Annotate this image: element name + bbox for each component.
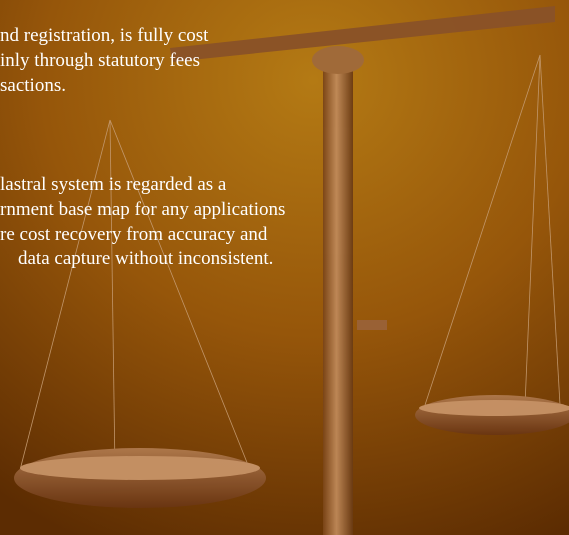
text-line: lastral system is regarded as a bbox=[0, 173, 226, 197]
text-line: data capture without inconsistent. bbox=[18, 247, 273, 271]
text-line: inly through statutory fees bbox=[0, 49, 200, 73]
text-line: re cost recovery from accuracy and bbox=[0, 223, 267, 247]
text-line: sactions. bbox=[0, 74, 66, 98]
text-line: rnment base map for any applications bbox=[0, 198, 285, 222]
slide: {"paragraphs": [ {"lines": ["nd registra… bbox=[0, 0, 569, 535]
text-line: nd registration, is fully cost bbox=[0, 24, 208, 48]
